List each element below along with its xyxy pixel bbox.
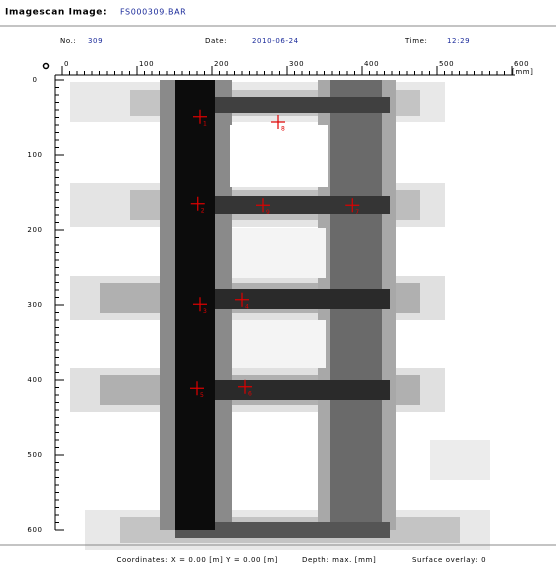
marker bbox=[271, 115, 285, 129]
marker-label: 9 bbox=[266, 209, 270, 216]
scan-image bbox=[70, 80, 490, 550]
x-tick-label: 600 bbox=[514, 60, 529, 68]
y-tick-label: 500 bbox=[27, 451, 42, 459]
scan-rung bbox=[175, 522, 390, 538]
marker-label: 6 bbox=[248, 390, 252, 397]
x-unit: [mm] bbox=[512, 68, 534, 76]
marker-label: 7 bbox=[355, 209, 359, 216]
scan-rung bbox=[175, 97, 390, 113]
y-tick-label: 100 bbox=[27, 151, 42, 159]
title: Imagescan Image: bbox=[5, 8, 107, 18]
marker-label: 1 bbox=[203, 120, 207, 127]
time-value: 12:29 bbox=[447, 37, 470, 45]
scan-rung bbox=[175, 196, 390, 214]
scan-gap bbox=[232, 320, 326, 368]
x-tick-label: 100 bbox=[139, 60, 154, 68]
y-tick-label: 600 bbox=[27, 526, 42, 534]
marker bbox=[345, 198, 360, 213]
marker bbox=[235, 292, 249, 307]
footer-overlay: Surface overlay: 0 bbox=[412, 556, 486, 564]
y-tick-label: 300 bbox=[27, 301, 42, 309]
x-tick-label: 400 bbox=[364, 60, 379, 68]
scan-rung bbox=[175, 289, 390, 309]
marker bbox=[238, 379, 252, 394]
scan-band bbox=[430, 440, 490, 480]
footer-coordinates: Coordinates: X = 0.00 [m] Y = 0.00 [m] bbox=[116, 556, 278, 564]
no-label: No.: bbox=[60, 37, 76, 45]
scan-rail-core bbox=[175, 80, 215, 530]
scan-gap bbox=[230, 125, 328, 187]
marker-label: 4 bbox=[245, 303, 249, 310]
marker bbox=[190, 196, 205, 211]
scan-gap bbox=[232, 228, 326, 278]
marker-label: 8 bbox=[281, 126, 285, 133]
y-tick-label: 400 bbox=[27, 376, 42, 384]
x-tick-label: 500 bbox=[439, 60, 454, 68]
marker-label: 5 bbox=[200, 392, 204, 399]
x-tick-label: 0 bbox=[64, 60, 69, 68]
footer-depth: Depth: max. [mm] bbox=[302, 556, 376, 564]
no-value: 309 bbox=[88, 37, 103, 45]
y-tick-label: 200 bbox=[27, 226, 42, 234]
marker bbox=[193, 297, 207, 312]
time-label: Time: bbox=[404, 37, 428, 45]
date-value: 2010-06-24 bbox=[252, 37, 299, 45]
x-tick-label: 200 bbox=[214, 60, 229, 68]
marker bbox=[256, 198, 270, 213]
marker bbox=[190, 381, 204, 396]
scan-rung bbox=[175, 380, 390, 400]
x-tick-label: 300 bbox=[289, 60, 304, 68]
marker-label: 3 bbox=[203, 308, 207, 315]
y-tick-label: 0 bbox=[32, 76, 37, 84]
origin-mark bbox=[42, 62, 50, 70]
file-name: FS000309.BAR bbox=[120, 8, 186, 17]
date-label: Date: bbox=[205, 37, 227, 45]
marker-label: 2 bbox=[201, 207, 205, 214]
marker bbox=[193, 109, 207, 124]
